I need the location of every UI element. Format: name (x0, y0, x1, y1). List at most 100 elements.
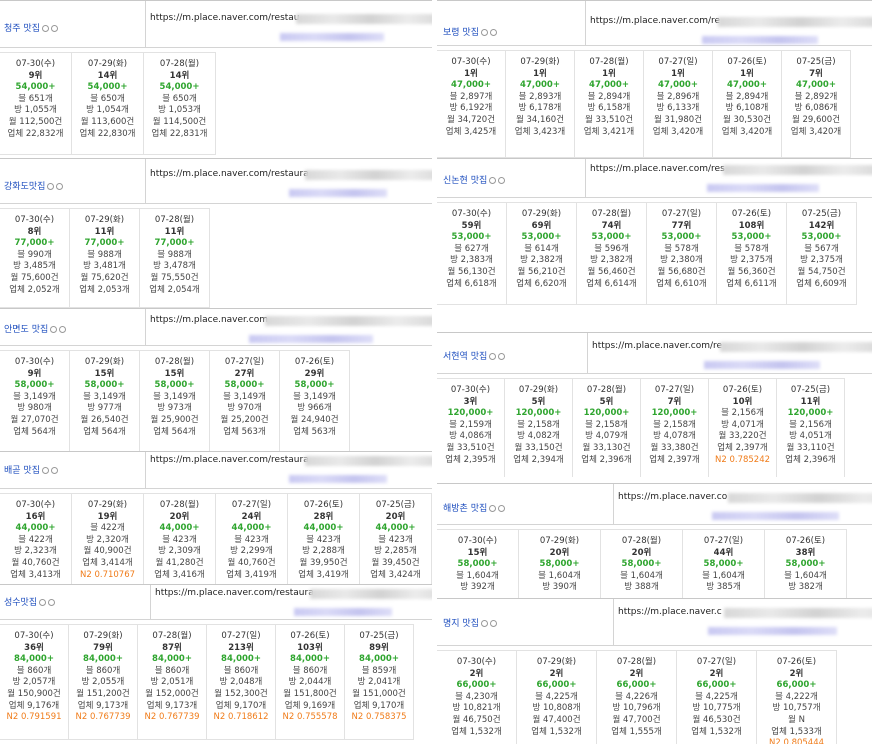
panel-header: 성수맛집 https://m.place.naver.com/restaura (0, 584, 432, 620)
day-columns: 07-30(수) 1위 47,000+ 블 2,897개 방 6,192개 월 34,72… (437, 50, 851, 158)
day-cell: 07-27(일) 1위 47,000+ 블 2,896개 방 6,133개 월 31,98… (644, 51, 713, 157)
day-cell: 07-26(토) 28위 44,000+ 블 423개 방 2,288개 월 39,950… (288, 494, 360, 588)
place-url-link[interactable]: https://m.place.naver.com/re (590, 16, 721, 26)
monthly-count: 월 47,400건 (532, 714, 581, 725)
place-url-link[interactable]: https://m.place.naver.com (150, 315, 269, 325)
rank-value: 108위 (738, 220, 765, 231)
visit-count: 방 390개 (542, 582, 577, 593)
date-label: 07-28(월) (152, 631, 192, 641)
blog-count: 블 2,156개 (721, 408, 764, 419)
keyword-label: 해방촌 맛집 (443, 504, 488, 514)
business-count: 업체 2,052개 (9, 284, 60, 295)
search-volume: 44,000+ (159, 523, 200, 534)
redacted-url-blur (305, 456, 432, 466)
keyword-link[interactable]: 배곧 맛집 (4, 463, 58, 476)
monthly-count: 월 46,750건 (452, 714, 501, 725)
url-box: https://m.place.naver.co (613, 484, 872, 524)
keyword-link[interactable]: 보령 맛집 (443, 25, 497, 38)
blog-count: 블 651개 (18, 93, 53, 104)
business-count: 업체 3,425개 (445, 126, 497, 137)
visit-count: 방 2,380개 (660, 255, 703, 266)
visit-count: 방 973개 (157, 403, 192, 414)
search-volume: 120,000+ (651, 408, 698, 419)
blog-count: 블 2,159개 (449, 419, 492, 430)
blog-count: 블 596개 (594, 243, 629, 254)
redacted-name-blur (294, 608, 393, 616)
day-cell: 07-27(일) 27위 58,000+ 블 3,149개 방 970개 월 25,200… (210, 351, 280, 455)
date-label: 07-30(수) (14, 357, 55, 367)
business-count: 업체 9,170개 (215, 700, 267, 711)
visit-count: 방 3,481개 (83, 261, 126, 272)
search-volume: 66,000+ (456, 680, 497, 691)
search-volume: 58,000+ (621, 559, 662, 570)
business-count: 업체 1,532개 (451, 726, 502, 737)
monthly-count: 월 39,450건 (371, 557, 420, 568)
keyword-label: 명지 맛집 (443, 619, 479, 629)
day-cell: 07-30(수) 9위 54,000+ 블 651개 방 1,055개 월 112,500… (0, 53, 72, 154)
day-cell: 07-27(일) 2위 66,000+ 블 4,225개 방 10,775개 월 46,5… (677, 651, 757, 744)
place-url-link[interactable]: https://m.place.naver.com/res (590, 164, 725, 174)
visit-count: 방 2,375개 (800, 255, 843, 266)
visit-count: 방 2,057개 (12, 677, 56, 688)
n2-score: N2 0.718612 (213, 712, 269, 723)
pin-icon (498, 353, 506, 360)
rank-value: 44위 (713, 547, 734, 558)
visit-count: 방 2,051개 (150, 677, 194, 688)
day-cell: 07-30(수) 1위 47,000+ 블 2,897개 방 6,192개 월 34,72… (437, 51, 506, 157)
monthly-count: 월 34,160건 (515, 114, 565, 125)
visit-count: 방 6,108개 (725, 103, 769, 114)
day-cell: 07-25(금) 11위 120,000+ 블 2,156개 방 4,051개 월 33,… (777, 379, 845, 477)
redacted-name-blur (289, 475, 388, 483)
keyword-link[interactable]: 명지 맛집 (443, 616, 497, 629)
place-url-link[interactable]: https://m.place.naver.com/restaura (150, 169, 309, 179)
blog-count: 블 2,158개 (585, 419, 628, 430)
rank-value: 1위 (533, 68, 547, 79)
blog-count: 블 423개 (378, 534, 413, 545)
visit-count: 방 1,055개 (14, 105, 57, 116)
keyword-link[interactable]: 성수맛집 (4, 595, 56, 608)
monthly-count: 월 47,700건 (612, 714, 661, 725)
pin-icon (489, 29, 497, 36)
rank-value: 142위 (808, 220, 835, 231)
redacted-url-blur (718, 17, 872, 27)
monthly-count: 월 56,680건 (657, 266, 706, 277)
date-label: 07-25(금) (790, 385, 831, 395)
day-cell: 07-25(금) 142위 53,000+ 블 567개 방 2,375개 월 54,75… (787, 203, 857, 304)
panel-header: 명지 맛집 https://m.place.naver.c (437, 598, 872, 646)
visit-count: 방 2,041개 (357, 677, 401, 688)
monthly-count: 월 54,750건 (797, 266, 846, 277)
keyword-link[interactable]: 안면도 맛집 (4, 322, 67, 335)
n2-score: N2 0.755578 (282, 712, 338, 723)
blog-count: 블 2,893개 (518, 91, 562, 102)
business-count: 업체 9,169개 (284, 700, 336, 711)
keyword-link[interactable]: 해방촌 맛집 (443, 501, 506, 514)
rank-value: 1위 (464, 68, 478, 79)
pin-icon (50, 25, 58, 32)
blog-count: 블 627개 (454, 243, 489, 254)
keyword-link[interactable]: 신논현 맛집 (443, 173, 506, 186)
place-url-link[interactable]: https://m.place.naver.com/restaura (150, 455, 309, 465)
monthly-count: 월 56,460건 (587, 266, 636, 277)
keyword-link[interactable]: 강화도맛집 (4, 179, 64, 192)
keyword-label: 배곧 맛집 (4, 466, 40, 476)
day-columns: 07-30(수) 16위 44,000+ 블 422개 방 2,323개 월 40,760… (0, 493, 432, 588)
redacted-name-blur (702, 36, 818, 44)
place-url-link[interactable]: https://m.place.naver.co (618, 492, 728, 502)
visit-count: 방 10,757개 (772, 703, 821, 714)
n2-score: N2 0.710767 (79, 569, 136, 580)
keyword-label: 강화도맛집 (4, 182, 46, 192)
url-box: https://m.place.naver.com/re (587, 333, 872, 373)
day-cell: 07-28(월) 5위 120,000+ 블 2,158개 방 4,079개 월 33,1… (573, 379, 641, 477)
place-url-link[interactable]: https://m.place.naver.com/restaura (155, 588, 314, 598)
keyword-link[interactable]: 서현역 맛집 (443, 349, 506, 362)
visit-count: 방 1,053개 (158, 105, 201, 116)
business-count: 업체 9,173개 (146, 700, 198, 711)
keyword-label: 성수맛집 (4, 598, 38, 608)
visit-count: 방 2,044개 (288, 677, 332, 688)
place-url-link[interactable]: https://m.place.naver.c (618, 607, 722, 617)
visit-count: 방 2,383개 (450, 255, 493, 266)
panel-header: 안면도 맛집 https://m.place.naver.com (0, 308, 432, 346)
keyword-link[interactable]: 청주 맛집 (4, 21, 58, 34)
place-url-link[interactable]: https://m.place.naver.com/restau (150, 13, 300, 23)
place-url-link[interactable]: https://m.place.naver.com/re (592, 341, 723, 351)
